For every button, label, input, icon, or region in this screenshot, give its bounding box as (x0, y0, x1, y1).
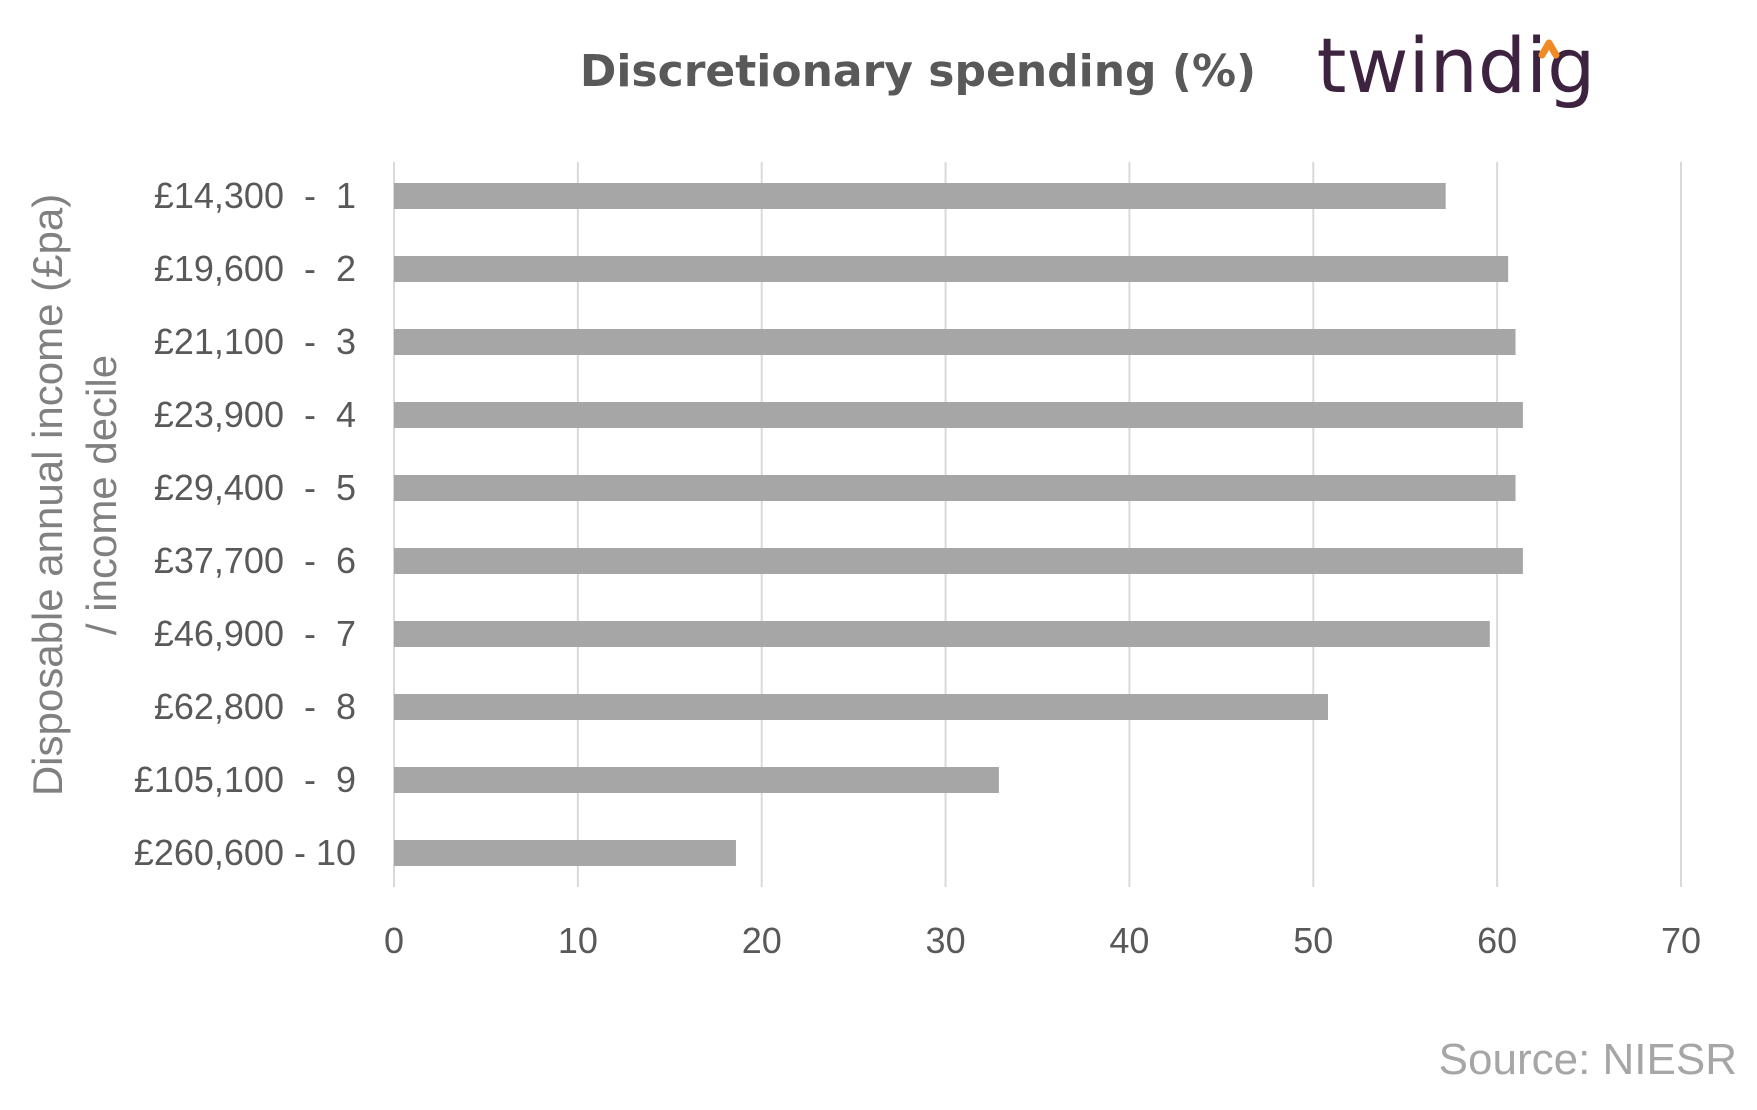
logo-accent-chevron (1538, 39, 1560, 59)
bars (394, 183, 1523, 866)
y-axis-title-line-1: Disposable annual income (£pa) (24, 194, 71, 796)
x-tick-label-10: 10 (558, 920, 598, 961)
y-tick-label-decile-4: £23,900 - 4 (154, 394, 356, 435)
y-tick-label-decile-3: £21,100 - 3 (154, 321, 356, 362)
y-tick-label-decile-5: £29,400 - 5 (154, 467, 356, 508)
chart-title: Discretionary spending (%) (580, 46, 1256, 97)
logo-text: twindig (1317, 21, 1596, 110)
bar-decile-4 (394, 402, 1523, 428)
bar-decile-10 (394, 840, 736, 866)
x-tick-label-60: 60 (1477, 920, 1517, 961)
x-tick-label-0: 0 (384, 920, 404, 961)
bar-decile-1 (394, 183, 1446, 209)
x-tick-label-20: 20 (742, 920, 782, 961)
y-tick-labels: £14,300 - 1 £19,600 - 2 £21,100 - 3 £23,900… (134, 175, 356, 873)
bar-decile-9 (394, 767, 999, 793)
y-tick-label-decile-1: £14,300 - 1 (154, 175, 356, 216)
bar-decile-5 (394, 475, 1516, 501)
y-tick-label-decile-10: £260,600 - 10 (134, 832, 356, 873)
x-tick-labels: 0 10 20 30 40 50 60 70 (384, 920, 1701, 961)
y-axis-title: Disposable annual income (£pa) / income … (24, 194, 125, 796)
bar-decile-6 (394, 548, 1523, 574)
bar-decile-8 (394, 694, 1328, 720)
x-tick-label-70: 70 (1661, 920, 1701, 961)
y-tick-label-decile-2: £19,600 - 2 (154, 248, 356, 289)
bar-decile-3 (394, 329, 1516, 355)
y-axis-title-line-2: / income decile (78, 355, 125, 635)
x-tick-label-40: 40 (1109, 920, 1149, 961)
gridlines (393, 162, 1682, 887)
y-tick-label-decile-7: £46,900 - 7 (154, 613, 356, 654)
x-tick-label-50: 50 (1293, 920, 1333, 961)
y-tick-label-decile-8: £62,800 - 8 (154, 686, 356, 727)
bar-decile-2 (394, 256, 1509, 282)
y-tick-label-decile-9: £105,100 - 9 (134, 759, 356, 800)
x-tick-label-30: 30 (926, 920, 966, 961)
bar-decile-7 (394, 621, 1490, 647)
source-note: Source: NIESR (1439, 1035, 1737, 1084)
twindig-logo: twindig (1317, 21, 1596, 110)
y-tick-label-decile-6: £37,700 - 6 (154, 540, 356, 581)
